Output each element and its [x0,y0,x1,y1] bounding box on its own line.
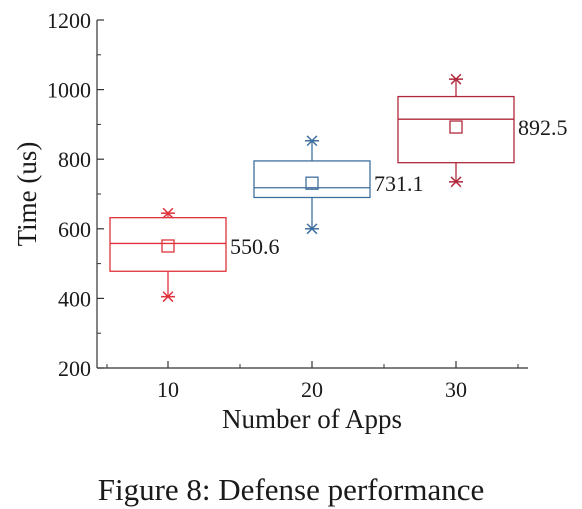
mean-label: 550.6 [230,234,280,259]
mean-marker [449,120,463,134]
mean-marker [305,176,319,190]
y-ticks: 200 400 600 800 1000 1200 [47,8,104,381]
marker-stroke [306,223,318,235]
boxes: 550.6 731.1 892.5 [109,73,568,303]
box [109,217,227,272]
x-axis-label: Number of Apps [222,404,402,434]
box-group: 731.1 [253,135,424,235]
y-axis-label: Time (us) [12,142,42,247]
marker-stroke [450,176,462,188]
mean-marker [161,239,175,253]
y-tick-label: 400 [58,286,91,311]
max-marker [161,207,175,219]
marker-stroke [450,73,462,85]
min-marker [161,291,175,303]
box [253,160,371,199]
y-tick-label: 800 [58,147,91,172]
y-tick-label: 600 [58,217,91,242]
box [397,95,515,164]
box-group: 550.6 [109,207,280,303]
box-plot-chart: 200 400 600 800 1000 1200 10 20 30 550.6 731.1 89… [12,8,568,434]
marker-stroke [162,291,174,303]
y-tick-label: 1000 [47,78,91,103]
marker-stroke [162,207,174,219]
marker-stroke [306,135,318,147]
mean-label: 892.5 [518,115,568,140]
max-marker [449,73,463,85]
x-tick-label: 30 [445,377,467,402]
x-ticks: 10 20 30 [106,361,519,402]
mean-label: 731.1 [374,171,424,196]
y-tick-label: 200 [58,356,91,381]
box-group: 892.5 [397,73,568,188]
figure-caption: Figure 8: Defense performance [97,472,485,507]
min-marker [305,223,319,235]
axes [96,20,528,369]
x-tick-label: 20 [301,377,323,402]
y-tick-label: 1200 [47,8,91,33]
min-marker [449,176,463,188]
max-marker [305,135,319,147]
x-tick-label: 10 [157,377,179,402]
